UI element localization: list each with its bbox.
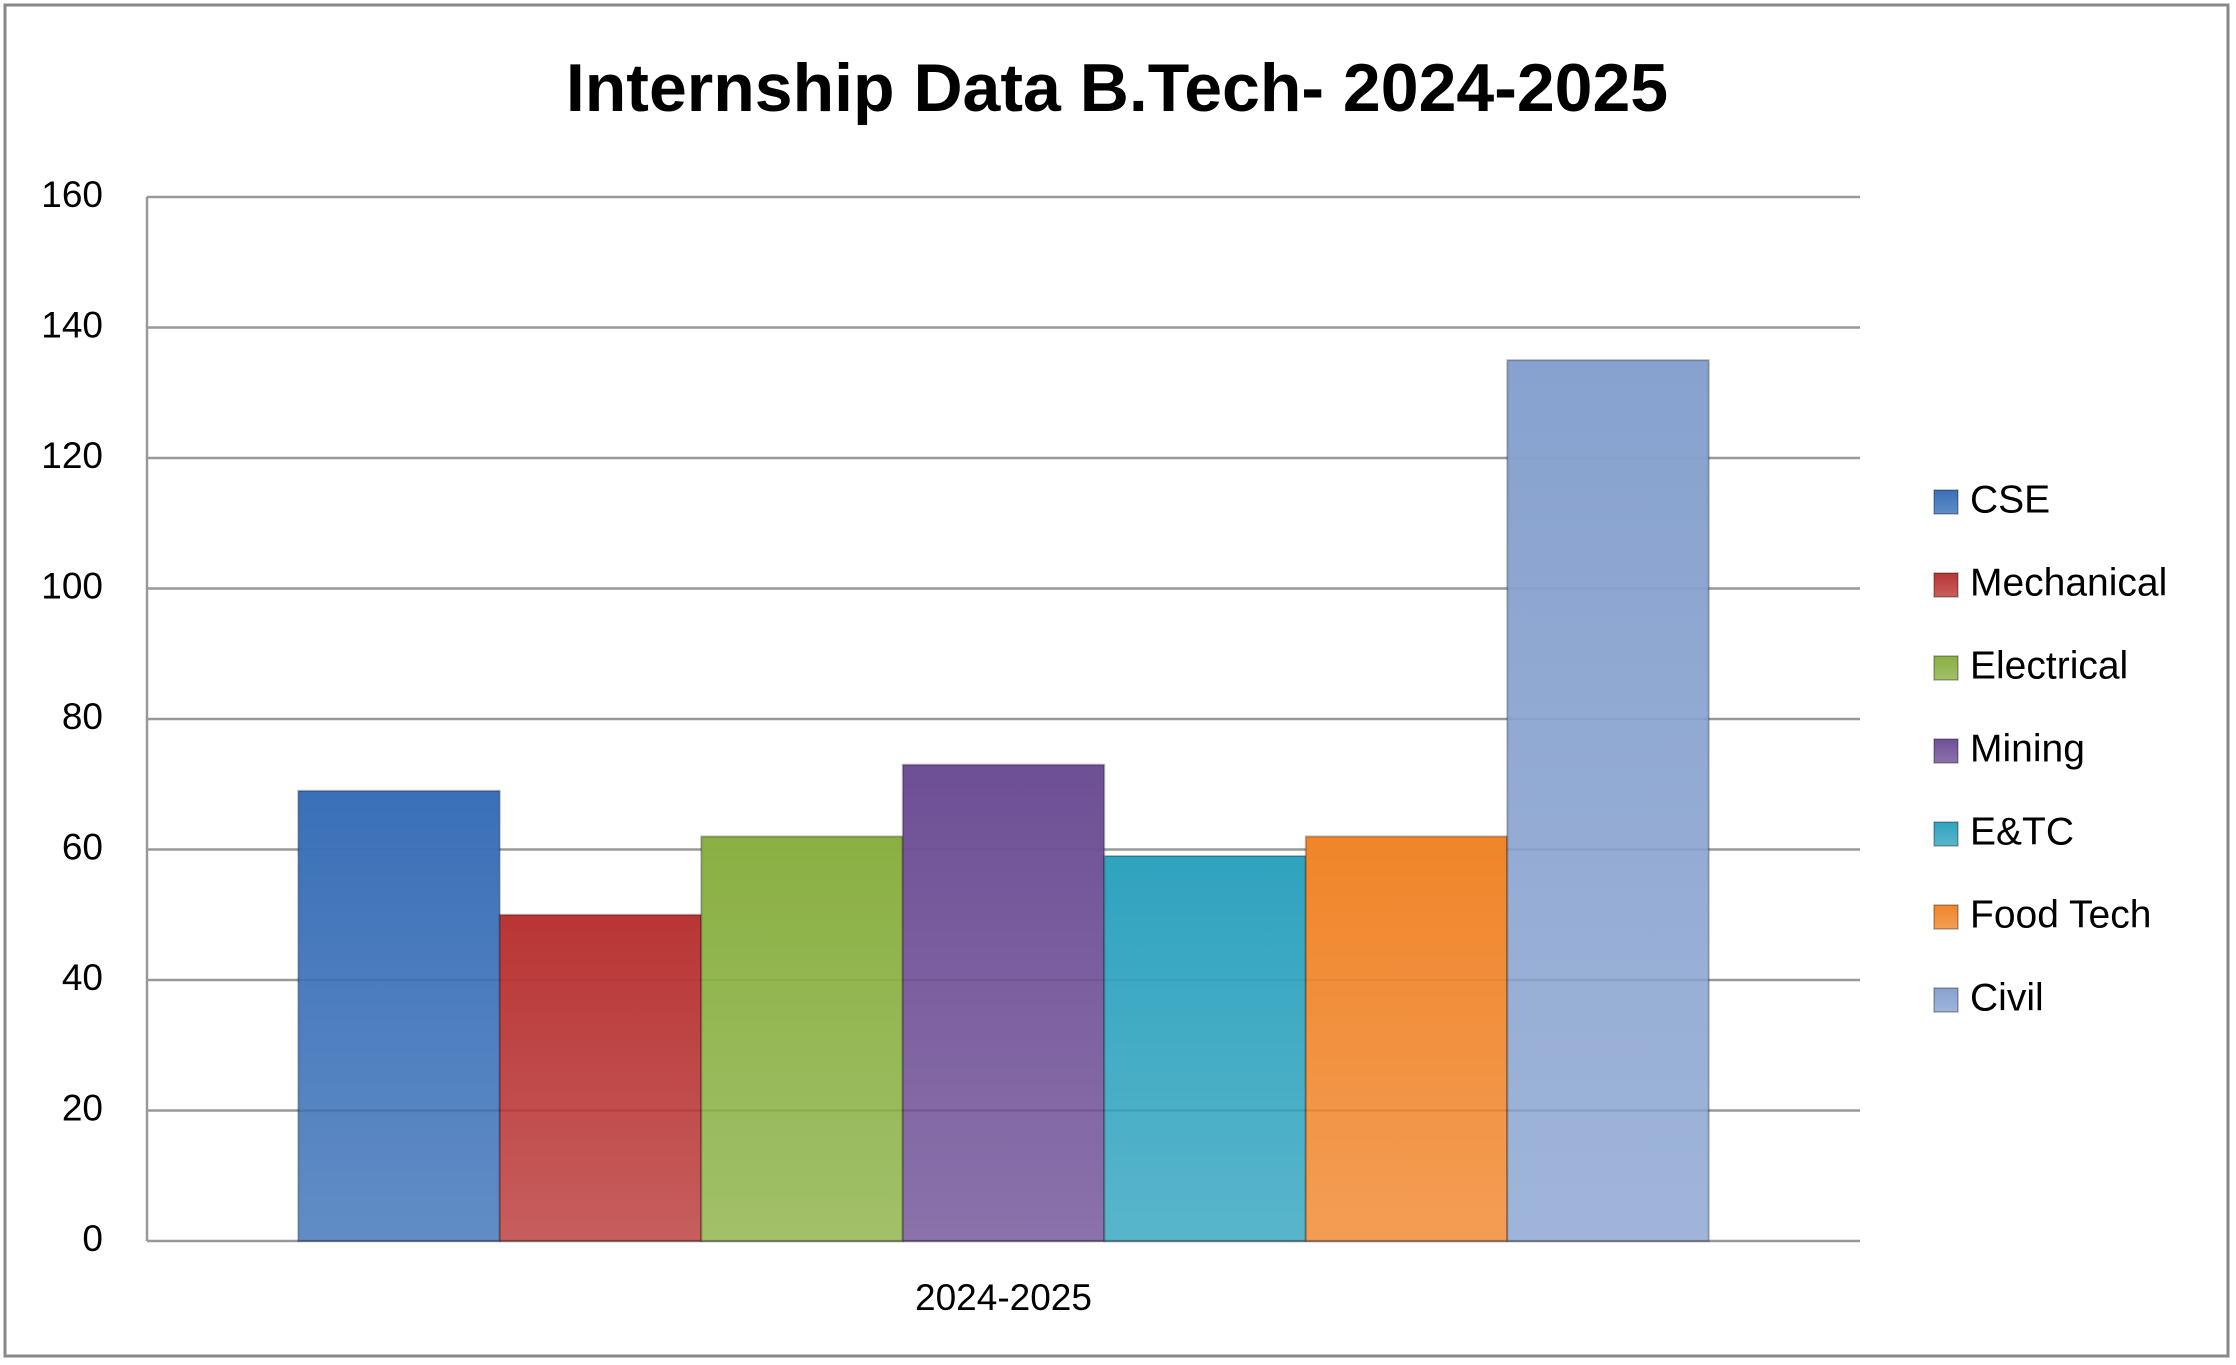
legend-swatch (1933, 572, 1959, 598)
legend-swatch (1933, 655, 1959, 681)
bar (1506, 359, 1710, 1242)
bar (901, 763, 1106, 1242)
legend-swatch (1933, 489, 1959, 515)
y-tick-label: 0 (82, 1218, 103, 1259)
y-tick-label: 20 (62, 1087, 103, 1128)
bar (1103, 855, 1307, 1243)
legend-swatch (1933, 738, 1959, 764)
y-tick-label: 160 (41, 174, 103, 215)
legend-label: Food Tech (1970, 893, 2151, 936)
y-tick-label: 140 (41, 304, 103, 345)
legend-label: E&TC (1970, 810, 2074, 853)
chart-title: Internship Data B.Tech- 2024-2025 (566, 50, 1668, 126)
bar (700, 835, 904, 1242)
bar (1304, 835, 1509, 1242)
legend-label: CSE (1970, 478, 2050, 521)
x-tick-label: 2024-2025 (915, 1277, 1092, 1318)
legend-label: Electrical (1970, 644, 2128, 687)
legend-swatch (1933, 821, 1959, 847)
y-tick-label: 60 (62, 826, 103, 867)
y-tick-label: 40 (62, 957, 103, 998)
legend-label: Civil (1970, 976, 2044, 1019)
legend-label: Mechanical (1970, 561, 2167, 604)
legend-swatch (1933, 904, 1959, 930)
y-tick-label: 80 (62, 696, 103, 737)
bar (297, 789, 501, 1243)
legend-swatch (1933, 987, 1959, 1013)
y-tick-label: 120 (41, 435, 103, 476)
legend-label: Mining (1970, 727, 2085, 770)
y-tick-label: 100 (41, 565, 103, 606)
bar (498, 913, 703, 1242)
